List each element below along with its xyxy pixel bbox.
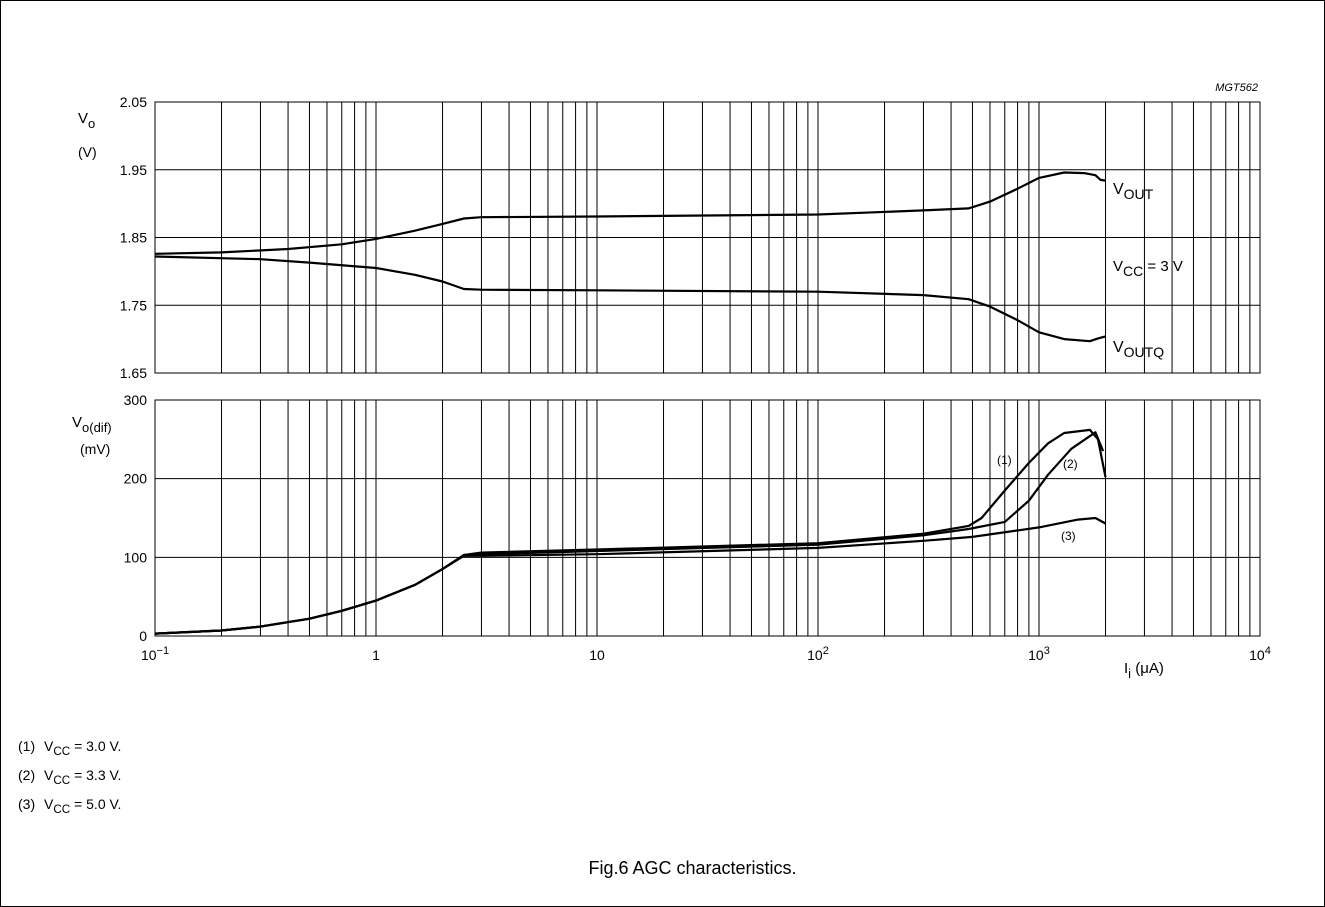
vcc-annotation: VCC = 3 V — [1113, 258, 1183, 279]
x-tick-label: 103 — [1028, 645, 1050, 663]
footnote-2: (2) VCC = 3.3 V. — [18, 767, 122, 787]
footnote-3: (3) VCC = 5.0 V. — [18, 796, 122, 816]
y-tick-label: 1.85 — [120, 230, 147, 246]
upper-y-axis-unit: (V) — [78, 144, 97, 160]
lower-y-axis-label: Vo(dif) — [72, 414, 112, 435]
x-tick-label: 1 — [372, 647, 380, 663]
y-tick-label: 1.65 — [120, 365, 147, 381]
chart-labels: 1.65 1.75 1.85 1.95 2.05 0 100 200 300 Vo (V) Vo(di… — [72, 94, 1271, 681]
y-tick-label: 1.75 — [120, 297, 147, 313]
footnote-1: (1) VCC = 3.0 V. — [18, 738, 122, 758]
series-line-VOUT — [154, 171, 1106, 255]
upper-plot-series — [154, 171, 1106, 343]
y-tick-label: 200 — [124, 471, 148, 487]
x-tick-label: 10 — [589, 647, 605, 663]
y-tick-label: 0 — [139, 628, 147, 644]
y-tick-label: 300 — [124, 392, 148, 408]
series-label-voutq: VOUTQ — [1113, 339, 1164, 360]
figure-caption: Fig.6 AGC characteristics. — [588, 858, 797, 878]
figure-code: MGT562 — [1215, 82, 1258, 94]
series-line-1 — [154, 428, 1107, 635]
series-label-3: (3) — [1061, 529, 1076, 543]
x-tick-label: 102 — [807, 645, 829, 663]
lower-plot-grid — [154, 399, 1261, 637]
series-label-vout: VOUT — [1113, 181, 1154, 202]
y-tick-label: 2.05 — [120, 94, 147, 110]
y-tick-label: 1.95 — [120, 162, 147, 178]
x-tick-label: 104 — [1249, 645, 1271, 663]
series-label-2: (2) — [1063, 457, 1078, 471]
lower-y-axis-unit: (mV) — [80, 441, 110, 457]
lower-plot-series — [154, 428, 1107, 635]
series-label-1: (1) — [997, 453, 1012, 467]
series-line-2 — [154, 431, 1105, 635]
x-axis-label: Ii (μA) — [1124, 660, 1164, 681]
upper-plot-grid — [154, 101, 1261, 374]
x-tick-label: 10−1 — [141, 645, 169, 663]
upper-y-axis-label: Vo — [78, 110, 95, 131]
series-line-VOUTQ — [154, 255, 1106, 343]
series-line-3 — [154, 516, 1107, 635]
y-tick-label: 100 — [124, 549, 148, 565]
